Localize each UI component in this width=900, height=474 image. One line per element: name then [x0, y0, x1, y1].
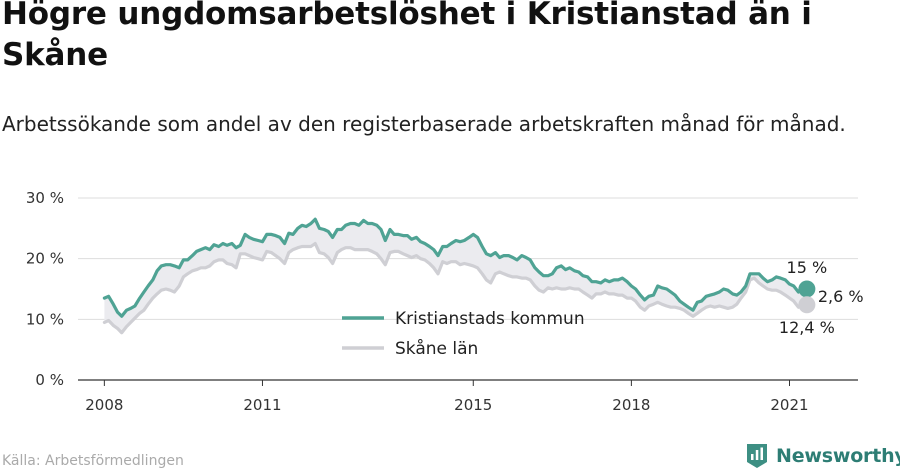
end-label-skane: 12,4 % — [779, 318, 835, 337]
end-marker-kristianstad — [798, 280, 816, 298]
y-tick-label: 0 % — [35, 371, 64, 389]
y-tick-label: 20 % — [26, 250, 64, 268]
legend: Kristianstads kommun Skåne län — [342, 309, 585, 359]
brand-name: Newsworthy — [776, 445, 900, 467]
legend-label-skane: Skåne län — [395, 338, 478, 359]
y-tick-label: 30 % — [26, 189, 64, 207]
x-tick-label: 2015 — [454, 396, 492, 414]
y-axis: 0 % 10 % 20 % 30 % — [26, 189, 64, 389]
newsworthy-logo-icon — [747, 444, 767, 468]
y-tick-label: 10 % — [26, 310, 64, 328]
source-note: Källa: Arbetsförmedlingen — [2, 453, 184, 469]
end-label-kristianstad: 15 % — [787, 258, 828, 277]
legend-label-kristianstad: Kristianstads kommun — [395, 309, 585, 329]
x-axis: 2008 2011 2015 2018 2021 — [85, 380, 809, 414]
difference-label: 2,6 % — [818, 287, 864, 306]
x-tick-label: 2008 — [85, 396, 123, 414]
x-tick-label: 2011 — [243, 396, 281, 414]
chart-title: Högre ungdomsarbetslöshet i Kristianstad… — [2, 0, 812, 73]
chart-subtitle: Arbetssökande som andel av den registerb… — [2, 112, 846, 136]
x-tick-label: 2018 — [612, 396, 650, 414]
series-line-kristianstad — [102, 217, 809, 318]
series-line-skane — [102, 241, 809, 335]
brand-logo: Newsworthy — [745, 441, 900, 471]
end-marker-skane — [798, 296, 816, 314]
difference-band — [104, 219, 807, 333]
x-tick-label: 2021 — [770, 396, 808, 414]
